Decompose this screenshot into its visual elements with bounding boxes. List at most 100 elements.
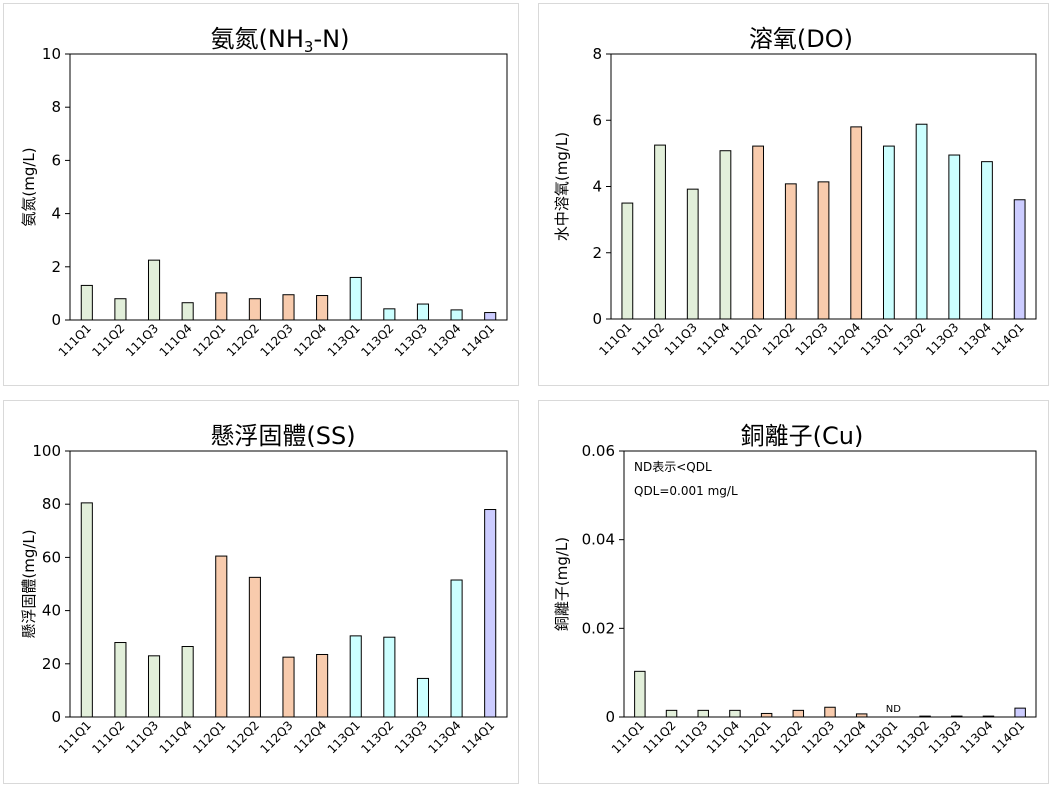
- bar-113Q2: [915, 123, 928, 320]
- bar-112Q3: [824, 706, 836, 718]
- y-tick-label: 2: [51, 258, 61, 276]
- x-tick-label: 112Q1: [190, 321, 228, 359]
- bar-111Q3: [697, 709, 709, 718]
- x-tick-label: 113Q2: [894, 718, 932, 756]
- x-tick-label: 113Q3: [392, 718, 430, 756]
- bar-113Q4: [450, 309, 463, 321]
- x-tick-label: 113Q4: [426, 718, 464, 756]
- bar-111Q2: [114, 298, 127, 321]
- bar-112Q4: [316, 653, 329, 718]
- y-tick-label: 0: [51, 311, 61, 329]
- y-tick-label: 4: [51, 205, 61, 223]
- bar-113Q1: [349, 635, 362, 718]
- x-tick-label: 111Q2: [640, 718, 678, 756]
- bar-113Q3: [416, 677, 430, 718]
- x-tick-label: 113Q3: [392, 321, 430, 359]
- x-tick-label: 112Q3: [257, 321, 295, 359]
- bar-112Q3: [282, 294, 295, 321]
- bar-113Q3: [951, 715, 963, 718]
- bar-111Q3: [147, 259, 161, 321]
- y-tick-label: 100: [32, 442, 61, 460]
- y-axis-label: 懸浮固體(mg/L): [20, 529, 38, 638]
- bar-113Q2: [383, 636, 396, 718]
- bar-114Q1: [1013, 199, 1026, 320]
- x-tick-label: 112Q4: [291, 321, 329, 359]
- y-tick-label: 0.04: [582, 531, 615, 549]
- bar-112Q4: [855, 713, 868, 718]
- y-tick-label: 6: [592, 111, 602, 129]
- bar-113Q3: [416, 303, 430, 321]
- x-tick-label: 112Q1: [190, 718, 228, 756]
- chart-nh3-svg: 氨氮(NH3-N)0246810氨氮(mg/L)111Q1111Q2111Q31…: [20, 25, 508, 359]
- x-tick-label: 113Q2: [891, 320, 929, 358]
- x-tick-label: 112Q1: [736, 718, 774, 756]
- y-tick-label: 0: [605, 708, 615, 726]
- bar-111Q3: [147, 655, 161, 718]
- chart-title-tail: -N): [313, 25, 349, 53]
- x-tick-label: 112Q2: [224, 321, 262, 359]
- y-tick-label: 20: [42, 655, 61, 673]
- bar-111Q1: [621, 202, 634, 320]
- bar-112Q2: [784, 183, 797, 320]
- chart-panel-nh3: 氨氮(NH3-N) 0 2 4 6 8 10 氨氮(mg/L) 111Q1 111Q2 111Q3 1…: [3, 3, 519, 386]
- bar-112Q1: [215, 555, 228, 718]
- x-tick-label: 112Q2: [767, 718, 805, 756]
- x-tick-label: 113Q4: [957, 718, 995, 756]
- x-tick-label: 113Q4: [956, 320, 994, 358]
- bar-111Q2: [654, 144, 666, 320]
- x-tick-label: 114Q1: [459, 321, 497, 359]
- x-tick-label: 111Q1: [56, 718, 94, 756]
- x-tick-label: 112Q4: [291, 718, 329, 756]
- chart-title-main: 懸浮固體(SS): [210, 422, 355, 450]
- x-tick-label: 113Q1: [862, 718, 900, 756]
- bar-113Q2: [919, 715, 931, 718]
- x-tick-label: 113Q3: [923, 320, 961, 358]
- x-tick-label: 111Q4: [157, 321, 195, 359]
- x-tick-label: 112Q3: [792, 320, 830, 358]
- bar-111Q4: [181, 302, 194, 321]
- chart-title-main: 溶氧(DO): [749, 25, 853, 53]
- y-tick-label: 40: [42, 602, 61, 620]
- bar-112Q4: [316, 295, 329, 321]
- bar-112Q2: [248, 576, 261, 718]
- chart-title-main: 銅離子(Cu): [741, 422, 864, 450]
- y-axis-label: 銅離子(mg/L): [553, 537, 571, 631]
- bar-114Q1: [1014, 707, 1026, 718]
- bar-113Q4: [982, 715, 995, 718]
- bar-112Q3: [817, 181, 830, 320]
- chart-panel-cu: 銅離子(Cu) 0 0.02 0.04 0.06 銅離子(mg/L) 111Q1 111Q2 1…: [538, 400, 1049, 784]
- bar-112Q2: [248, 298, 261, 321]
- bar-113Q1: [882, 145, 895, 320]
- bar-112Q2: [792, 709, 805, 718]
- y-tick-label: 2: [592, 244, 602, 262]
- chart-note: ND表示<QDL: [634, 460, 712, 474]
- chart-title-subscript: 3: [304, 38, 314, 56]
- x-tick-label: 113Q2: [358, 321, 396, 359]
- bar-111Q4: [729, 709, 741, 718]
- chart-title: 懸浮固體(SS): [210, 422, 355, 450]
- x-tick-label: 111Q2: [629, 320, 667, 358]
- bar-111Q1: [80, 502, 93, 718]
- x-tick-label: 111Q3: [123, 718, 161, 756]
- x-tick-label: 112Q1: [727, 320, 765, 358]
- chart-title: 氨氮(NH3-N): [211, 25, 350, 56]
- x-tick-label: 114Q1: [989, 320, 1027, 358]
- x-tick-label: 112Q3: [257, 718, 295, 756]
- y-axis-label: 水中溶氧(mg/L): [553, 132, 571, 241]
- x-tick-label: 113Q1: [325, 321, 363, 359]
- bar-112Q3: [282, 656, 295, 718]
- bar-111Q1: [80, 284, 93, 321]
- chart-cu-svg: 銅離子(Cu)00.020.040.06銅離子(mg/L)111Q1111Q21…: [553, 422, 1037, 756]
- bar-113Q1: [349, 276, 362, 321]
- bar-113Q2: [383, 308, 396, 321]
- chart-title: 溶氧(DO): [749, 25, 853, 53]
- bar-113Q3: [948, 154, 961, 320]
- x-tick-label: 113Q3: [926, 718, 964, 756]
- y-tick-label: 0.06: [582, 442, 615, 460]
- x-tick-label: 111Q1: [56, 321, 94, 359]
- bar-114Q1: [484, 509, 497, 718]
- x-tick-label: 111Q3: [672, 718, 710, 756]
- bar-111Q4: [719, 150, 732, 320]
- x-tick-label: 113Q1: [325, 718, 363, 756]
- bar-111Q2: [665, 709, 678, 718]
